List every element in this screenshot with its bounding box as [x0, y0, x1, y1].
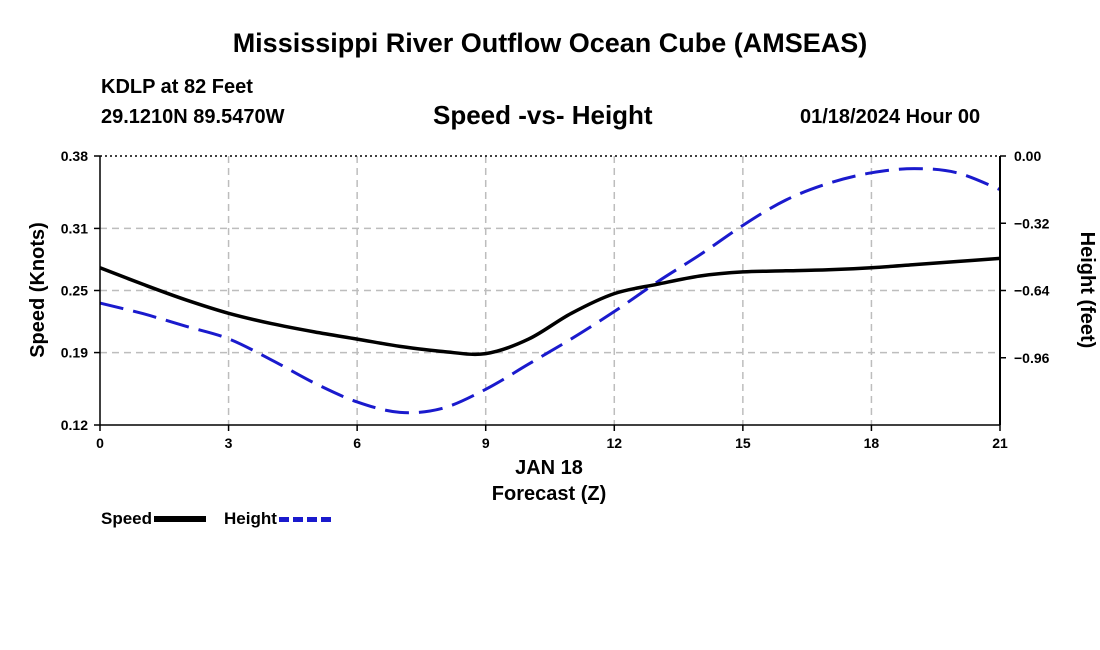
x-tick-label: 18 — [864, 435, 880, 451]
x-tick-label: 6 — [353, 435, 361, 451]
grid-lines — [100, 156, 1000, 425]
x-tick-label: 12 — [606, 435, 622, 451]
y-left-tick-label: 0.19 — [61, 345, 88, 361]
axes — [94, 155, 1006, 431]
series-line-speed — [99, 256, 1001, 357]
y-axis-right-label: Height (feet) — [1076, 232, 1098, 349]
y-right-tick-label: 0.00 — [1014, 148, 1041, 164]
date-label: JAN 18 — [515, 457, 583, 479]
page-title: Mississippi River Outflow Ocean Cube (AM… — [232, 28, 868, 58]
series-layer — [99, 167, 1001, 415]
y-right-tick-label: −0.64 — [1014, 283, 1050, 299]
y-left-tick-label: 0.31 — [61, 220, 88, 236]
y-axis-left-label: Speed (Knots) — [27, 222, 49, 358]
y-left-tick-label: 0.12 — [61, 417, 88, 433]
legend-item-speed: Speed — [101, 509, 207, 529]
y-right-tick-label: −0.96 — [1014, 350, 1050, 366]
x-tick-label: 9 — [482, 435, 490, 451]
legend-height-swatch — [278, 516, 331, 522]
y-left-tick-label: 0.38 — [61, 148, 88, 164]
legend-speed-label: Speed — [101, 509, 153, 528]
coordinates-label: 29.1210N 89.5470W — [101, 106, 285, 128]
forecast-datetime: 01/18/2024 Hour 00 — [800, 106, 981, 128]
x-tick-label: 3 — [225, 435, 233, 451]
legend-item-height: Height — [224, 509, 331, 529]
legend-speed-swatch — [154, 516, 207, 522]
tick-labels: 0 3 6 9 12 15 18 21 0.12 0.19 0.25 0.31 0.38 0.00 −0.3… — [61, 148, 1050, 451]
x-tick-label: 0 — [96, 435, 104, 451]
legend: Speed Height — [101, 509, 349, 529]
x-tick-label: 15 — [735, 435, 751, 451]
y-right-tick-label: −0.32 — [1014, 215, 1050, 231]
station-label: KDLP at 82 Feet — [101, 76, 253, 98]
y-left-tick-label: 0.25 — [61, 283, 88, 299]
series-line-height — [99, 167, 1001, 415]
x-tick-label: 21 — [992, 435, 1008, 451]
chart-title: Speed -vs- Height — [433, 100, 653, 130]
x-axis-label: Forecast (Z) — [492, 483, 606, 505]
legend-height-label: Height — [224, 509, 277, 528]
